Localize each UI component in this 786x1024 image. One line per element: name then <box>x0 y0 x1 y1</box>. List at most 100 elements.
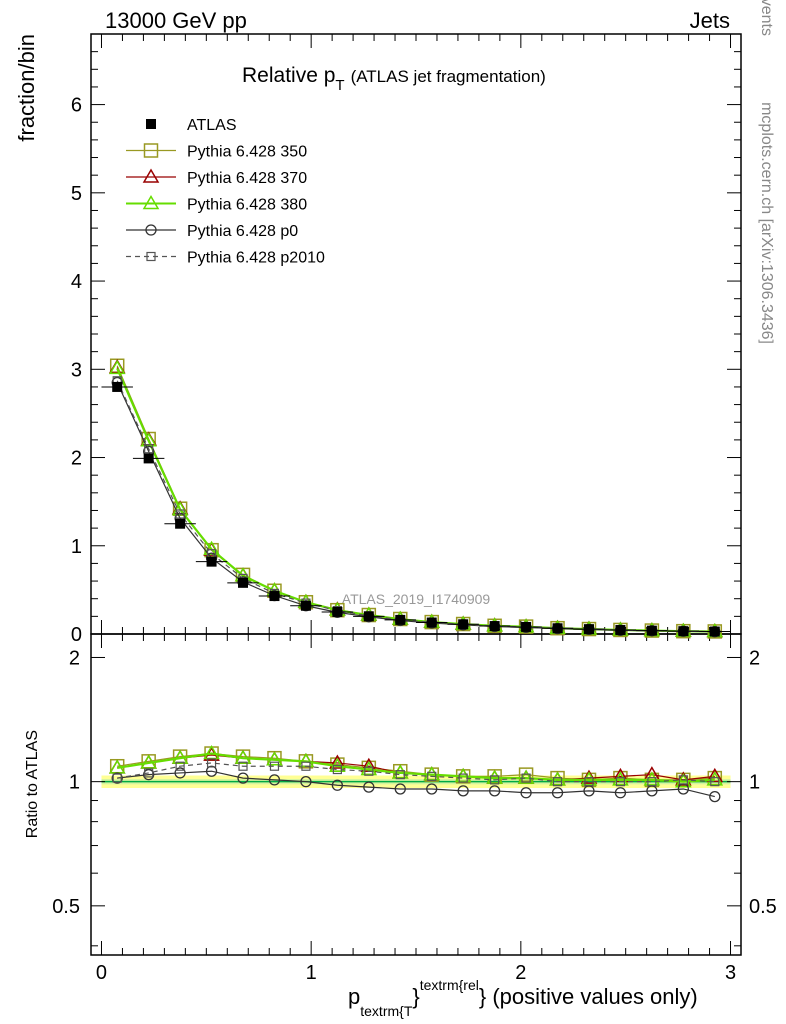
series-4-ratio-point <box>268 774 281 786</box>
atlas-data-point <box>521 621 532 632</box>
series-4-ratio-point <box>300 776 312 788</box>
series-3-point <box>108 359 126 375</box>
legend-marker <box>146 119 156 129</box>
series-5-ratio-point <box>112 773 122 783</box>
legend-label: Pythia 6.428 370 <box>187 170 307 187</box>
legend-label: Pythia 6.428 380 <box>187 197 307 214</box>
atlas-data-point <box>206 556 217 567</box>
atlas-data-point <box>552 623 563 634</box>
series-4-ratio-point <box>709 790 721 803</box>
series-4-ratio-point <box>520 787 532 799</box>
atlas-data-point <box>646 625 657 636</box>
legend-marker <box>145 224 157 236</box>
legend-label: Pythia 6.428 p2010 <box>187 250 325 267</box>
chart-title: Relative pT (ATLAS jet fragmentation) <box>242 64 546 94</box>
y-tick-label: 1 <box>71 536 82 558</box>
atlas-data-point <box>363 611 374 622</box>
legend-marker <box>143 143 159 158</box>
series-4-ratio-point <box>457 785 469 797</box>
ratio-tick-label-right: 0.5 <box>749 896 777 918</box>
ratio-tick-label-right: 2 <box>749 647 760 669</box>
series-5-ratio-point <box>552 777 563 787</box>
atlas-data-point <box>709 626 720 637</box>
ratio-plot-frame <box>90 633 742 956</box>
atlas-data-point <box>175 518 186 529</box>
atlas-data-point <box>143 453 154 464</box>
ratio-axis-label: Ratio to ATLAS <box>24 730 41 838</box>
y-tick-label: 6 <box>71 95 82 117</box>
series-5-ratio-point <box>206 758 217 768</box>
ratio-tick-label-right: 1 <box>749 772 760 794</box>
series-1-ratio-point <box>518 767 534 782</box>
analysis-tag: ATLAS_2019_I1740909 <box>342 591 491 607</box>
series-4-ratio-point <box>551 787 564 799</box>
series-3-ratio-point <box>266 751 283 766</box>
series-3-ratio-point <box>234 749 252 764</box>
atlas-data-point <box>678 626 689 637</box>
series-5-ratio-point <box>710 777 720 787</box>
ratio-tick-label-left: 0.5 <box>52 896 80 918</box>
series-4-ratio-point <box>237 772 249 784</box>
y-tick-label: 3 <box>71 359 82 381</box>
legend-marker <box>142 168 160 183</box>
series-5-ratio-line <box>117 762 715 783</box>
atlas-data-point <box>269 591 280 602</box>
series-5-ratio-point <box>458 773 468 783</box>
series-5-ratio-point <box>521 773 531 783</box>
header-process-label: Jets <box>690 8 730 33</box>
atlas-data-point <box>458 619 469 630</box>
header-energy-label: 13000 GeV pp <box>105 8 247 33</box>
series-4-ratio-point <box>488 785 501 797</box>
series-5-ratio-point <box>364 766 374 776</box>
series-5-ratio-point <box>144 768 154 778</box>
atlas-data-point <box>426 617 437 628</box>
series-4-ratio-point <box>143 768 155 781</box>
ratio-tick-label-left: 2 <box>69 647 80 669</box>
x-axis-label: ptextrm{T}textrm{rel} (positive values o… <box>348 977 698 1019</box>
atlas-data-point <box>489 621 500 632</box>
legend-label: Pythia 6.428 350 <box>187 144 307 161</box>
series-5-ratio-point <box>269 761 280 771</box>
series-4-ratio-point <box>614 787 627 799</box>
legend-label: ATLAS <box>187 117 237 134</box>
series-5-point <box>175 509 185 519</box>
series-3-ratio-point <box>171 749 189 764</box>
y-tick-label: 0 <box>71 624 82 646</box>
atlas-data-point <box>112 381 123 392</box>
legend-label: Pythia 6.428 p0 <box>187 223 298 240</box>
series-3-ratio-point <box>140 754 157 769</box>
series-5-ratio-point <box>301 761 311 771</box>
series-5-ratio-point <box>175 761 185 771</box>
mcplots-reference-label: mcplots.cern.ch [arXiv:1306.3436] <box>758 102 775 344</box>
atlas-data-point <box>583 624 594 635</box>
series-4-ratio-point <box>205 765 218 777</box>
series-4-ratio-point <box>363 781 375 793</box>
series-5-ratio-point <box>395 770 405 780</box>
y-tick-label: 2 <box>71 448 82 470</box>
legend-marker <box>146 251 156 262</box>
series-5-ratio-point <box>615 777 626 787</box>
series-2-ratio-point <box>329 754 346 769</box>
rivet-version-label: Rivet 3.1.10, ≥ 2.8M events <box>758 0 775 36</box>
atlas-data-point <box>615 625 626 636</box>
series-5-ratio-point <box>238 761 248 771</box>
series-5-point <box>144 444 154 454</box>
x-tick-label: 2 <box>515 962 526 984</box>
series-5-ratio-point <box>584 777 594 787</box>
atlas-data-point <box>332 606 343 617</box>
y-axis-label: fraction/bin <box>14 34 39 142</box>
series-4-ratio-point <box>111 772 123 784</box>
series-4-ratio-point <box>394 783 406 795</box>
series-4-ratio-point <box>426 783 438 795</box>
series-4-ratio-point <box>174 767 186 779</box>
series-4-ratio-point <box>331 779 344 791</box>
atlas-data-point <box>300 600 311 611</box>
y-tick-label: 5 <box>71 183 82 205</box>
x-tick-label: 0 <box>96 962 107 984</box>
series-5-ratio-point <box>332 764 342 775</box>
series-5-ratio-point <box>678 775 688 785</box>
x-tick-label: 3 <box>725 962 736 984</box>
series-5-ratio-point <box>490 775 500 785</box>
series-2-ratio-point <box>706 767 724 783</box>
